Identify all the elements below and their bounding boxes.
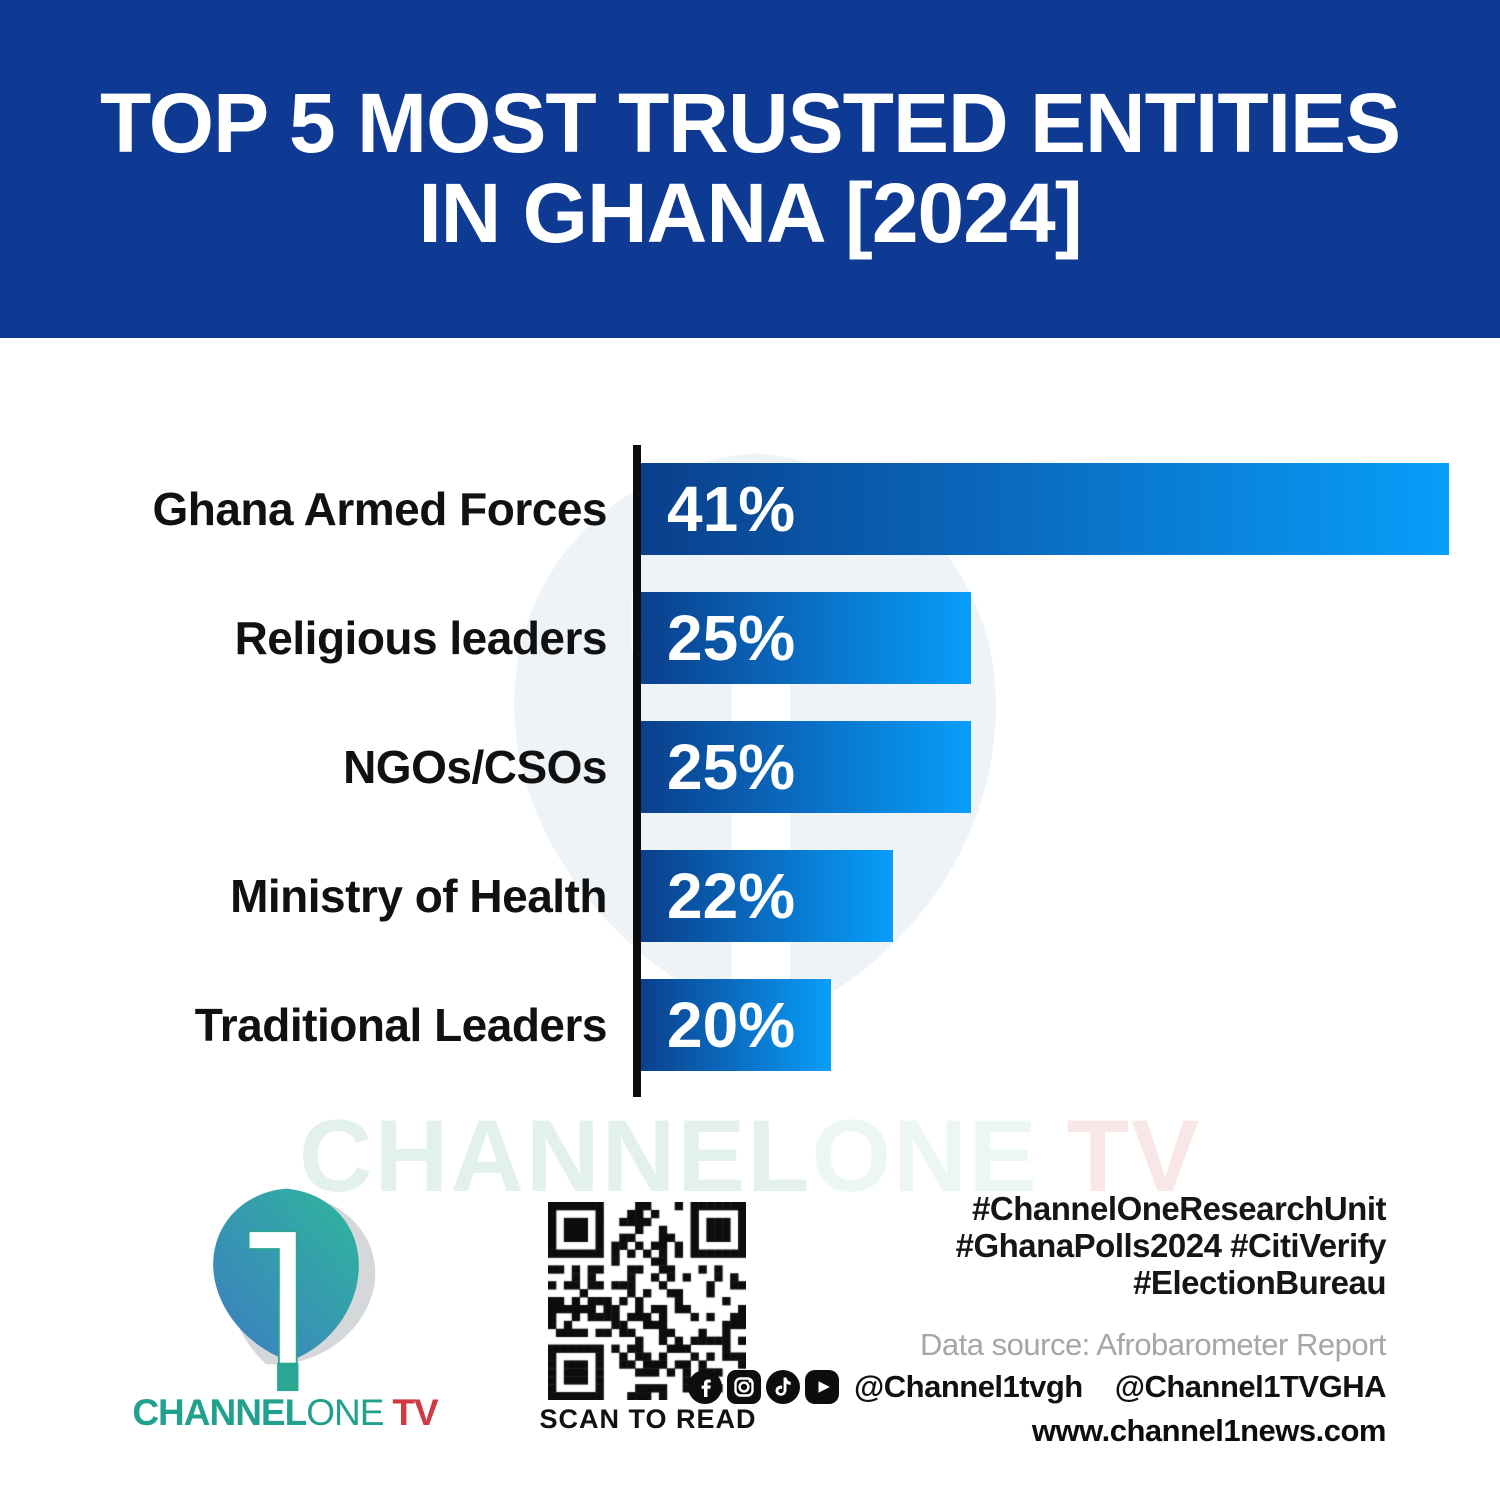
qr-caption: SCAN TO READ [539,1404,757,1434]
handle-channel1tvgha: @Channel1TVGHA [1114,1369,1387,1404]
value-bar: 25% [641,592,971,684]
watermark-channel: CHANNEL [298,1099,812,1213]
channel-one-logo [168,1178,404,1400]
instagram-icon [727,1370,762,1404]
category-label: NGOs/CSOs [343,741,607,793]
category-label: Traditional Leaders [194,999,608,1051]
chart-axis-line [633,445,641,1097]
qr-code [548,1202,746,1400]
category-label: Ghana Armed Forces [152,483,607,535]
brand-one: ONE [306,1392,384,1433]
channel-one-watermark: CHANNELONE TV [0,1098,1500,1215]
chart-row: Religious leaders 25% [0,592,1500,684]
hashtag-line: #ElectionBureau [1133,1264,1386,1301]
social-icons [687,1369,840,1405]
facebook-icon [688,1370,723,1404]
value-bar: 41% [641,463,1449,555]
brand-tv: TV [392,1392,438,1433]
category-label: Ministry of Health [230,870,607,922]
value-bar: 25% [641,721,971,813]
title-line-2: IN GHANA [2024] [418,166,1082,260]
value-label: 25% [667,731,796,803]
chart-row: Ghana Armed Forces 41% [0,463,1500,555]
value-bar: 22% [641,850,893,942]
youtube-icon [805,1370,840,1404]
header-banner: TOP 5 MOST TRUSTED ENTITIES IN GHANA [202… [0,0,1500,338]
title-line-1: TOP 5 MOST TRUSTED ENTITIES [99,76,1401,170]
hashtag-line: #ChannelOneResearchUnit [972,1190,1386,1227]
social-row: @Channel1tvgh @Channel1TVGHA [688,1369,1387,1405]
footer-info: #ChannelOneResearchUnit #GhanaPolls2024 … [688,1190,1387,1449]
value-label: 22% [667,860,796,932]
tiktok-icon [766,1370,801,1404]
bar-chart: Ghana Armed Forces 41% Religious leaders 25… [0,445,1500,1097]
value-label: 41% [667,473,796,545]
hashtag-line: #GhanaPolls2024 #CitiVerify [955,1227,1387,1264]
data-source-note: Data source: Afrobarometer Report [920,1327,1386,1362]
watermark-one: ONE [811,1099,1039,1213]
page-title: TOP 5 MOST TRUSTED ENTITIES IN GHANA [202… [0,78,1500,258]
chart-row: Traditional Leaders 20% [0,979,1500,1071]
brand-wordmark: CHANNELONE TV [110,1392,460,1434]
value-bar: 20% [641,979,831,1071]
chart-row: NGOs/CSOs 25% [0,721,1500,813]
category-label: Religious leaders [234,612,608,664]
chart-row: Ministry of Health 22% [0,850,1500,942]
brand-channel: CHANNEL [132,1392,307,1433]
handle-channel1tvgh: @Channel1tvgh [854,1369,1083,1404]
value-label: 20% [667,989,796,1061]
value-label: 25% [667,602,796,674]
watermark-tv: TV [1066,1099,1202,1213]
website-url: www.channel1news.com [1031,1413,1387,1448]
hashtag-block: #ChannelOneResearchUnit #GhanaPolls2024 … [826,1190,1387,1301]
